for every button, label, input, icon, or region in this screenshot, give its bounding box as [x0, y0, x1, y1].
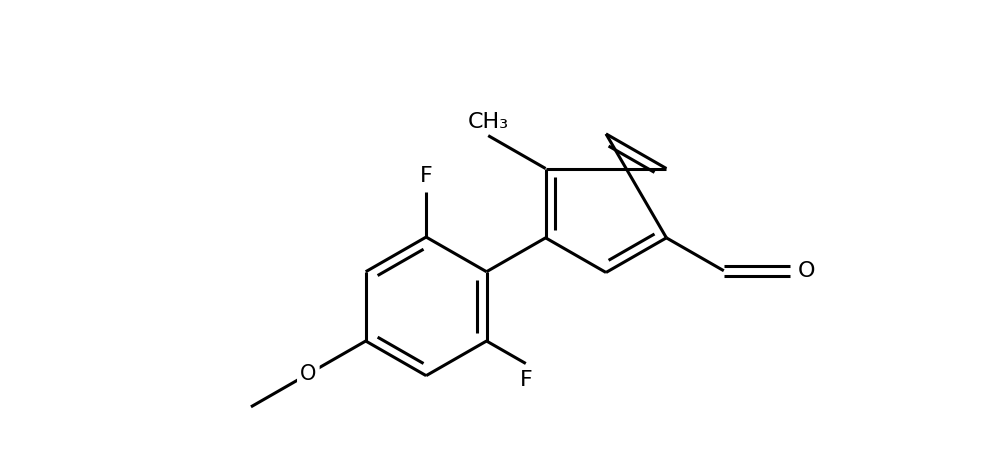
Text: CH₃: CH₃ [467, 112, 509, 132]
Text: O: O [300, 364, 316, 384]
Text: F: F [519, 370, 532, 390]
Text: O: O [797, 261, 814, 281]
Text: F: F [419, 166, 432, 186]
